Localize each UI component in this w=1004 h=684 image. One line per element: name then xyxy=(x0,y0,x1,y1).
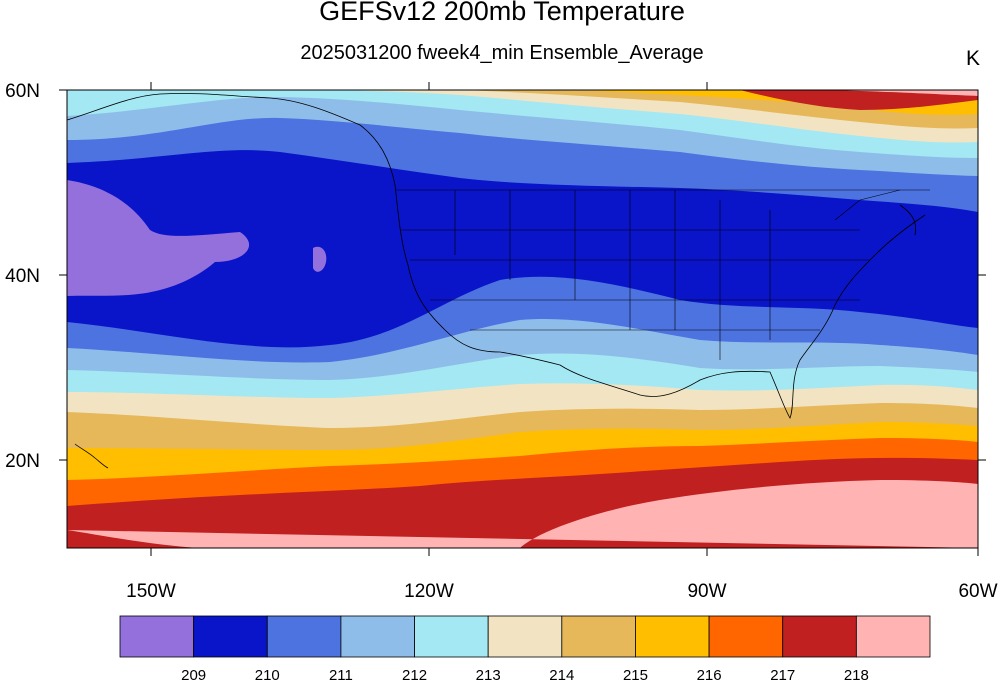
x-tick-label-150w: 150W xyxy=(126,581,176,602)
colorbar-label: 218 xyxy=(844,667,869,684)
map-frame xyxy=(66,89,979,549)
x-tick-label-60w: 60W xyxy=(958,581,997,602)
temperature-field xyxy=(67,90,978,548)
y-tick-label-60n: 60N xyxy=(5,81,40,102)
colorbar-label: 210 xyxy=(255,667,280,684)
colorbar-label: 216 xyxy=(697,667,722,684)
colorbar-swatch xyxy=(487,615,563,658)
band-north-218 xyxy=(830,90,978,96)
x-tick-label-120w: 120W xyxy=(404,581,454,602)
colorbar-label: 213 xyxy=(476,667,501,684)
colorbar-swatch xyxy=(414,615,489,658)
colorbar-label: 214 xyxy=(549,667,574,684)
state-lines xyxy=(395,189,930,360)
colorbar-label: 212 xyxy=(402,667,427,684)
colorbar-label: 209 xyxy=(181,667,206,684)
coastlines xyxy=(67,93,926,469)
colorbar-swatch xyxy=(340,615,415,658)
colorbar-swatch xyxy=(561,615,636,658)
colorbar-swatch xyxy=(266,615,342,658)
colorbar-swatch xyxy=(193,615,268,658)
axis-ticks xyxy=(59,82,986,556)
colorbar-swatch xyxy=(119,615,195,658)
colorbar-swatch xyxy=(855,615,931,658)
colorbar-label: 211 xyxy=(329,667,353,684)
colorbar-label: 215 xyxy=(623,667,648,684)
band-south-218 xyxy=(67,480,978,548)
colorbar-swatch xyxy=(635,615,710,658)
colorbar-swatch xyxy=(782,615,857,658)
colorbar-swatch xyxy=(708,615,784,658)
colorbar-label: 217 xyxy=(770,667,795,684)
map-subtitle: 2025031200 fweek4_min Ensemble_Average xyxy=(300,42,704,64)
y-tick-label-40n: 40N xyxy=(5,266,40,287)
band-209 xyxy=(67,180,250,296)
units-label: K xyxy=(966,47,981,70)
map-title: GEFSv12 200mb Temperature xyxy=(319,0,685,26)
colorbar: 209 210 211 212 213 214 215 216 217 218 xyxy=(119,615,931,684)
band-north-216 xyxy=(740,90,978,110)
y-tick-label-20n: 20N xyxy=(5,451,40,472)
band-209-spot xyxy=(313,246,327,272)
x-tick-label-90w: 90W xyxy=(687,581,726,602)
